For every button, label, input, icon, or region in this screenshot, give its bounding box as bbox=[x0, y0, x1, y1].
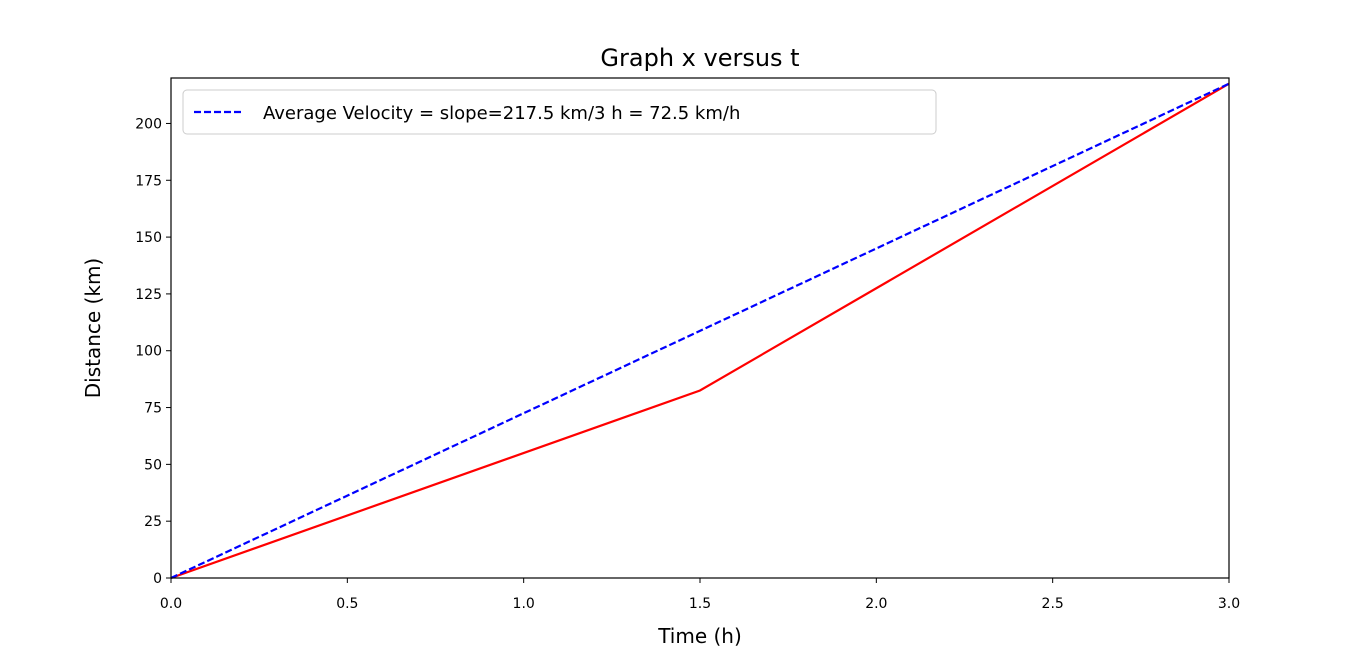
y-tick-label: 175 bbox=[135, 173, 162, 189]
y-tick-label: 125 bbox=[135, 287, 162, 303]
x-tick-label: 2.0 bbox=[865, 596, 887, 612]
y-tick-label: 50 bbox=[144, 457, 162, 473]
x-tick-label: 1.0 bbox=[513, 596, 535, 612]
legend-label-average-velocity: Average Velocity = slope=217.5 km/3 h = … bbox=[263, 103, 740, 124]
x-tick-label: 3.0 bbox=[1218, 596, 1240, 612]
ticks: 0.0 0.5 1.0 1.5 2.0 2.5 3.0 0 25 50 75 100 125 150 175… bbox=[135, 116, 1240, 612]
legend: Average Velocity = slope=217.5 km/3 h = … bbox=[182, 89, 937, 135]
series-line-1 bbox=[170, 82, 1230, 579]
x-tick-label: 1.5 bbox=[689, 596, 711, 612]
legend-box bbox=[182, 89, 937, 135]
x-axis-label: Time (h) bbox=[657, 624, 742, 648]
x-tick-label: 0.5 bbox=[336, 596, 358, 612]
chart-title: Graph x versus t bbox=[600, 44, 799, 72]
y-tick-label: 25 bbox=[144, 514, 162, 530]
x-tick-label: 0.0 bbox=[160, 596, 182, 612]
y-tick-label: 75 bbox=[144, 401, 162, 417]
y-tick-label: 100 bbox=[135, 344, 162, 360]
x-tick-label: 2.5 bbox=[1042, 596, 1064, 612]
y-tick-label: 150 bbox=[135, 230, 162, 246]
y-axis-label: Distance (km) bbox=[81, 258, 105, 398]
y-tick-label: 0 bbox=[153, 571, 162, 587]
y-tick-label: 200 bbox=[135, 116, 162, 132]
plot-area bbox=[170, 82, 1230, 580]
